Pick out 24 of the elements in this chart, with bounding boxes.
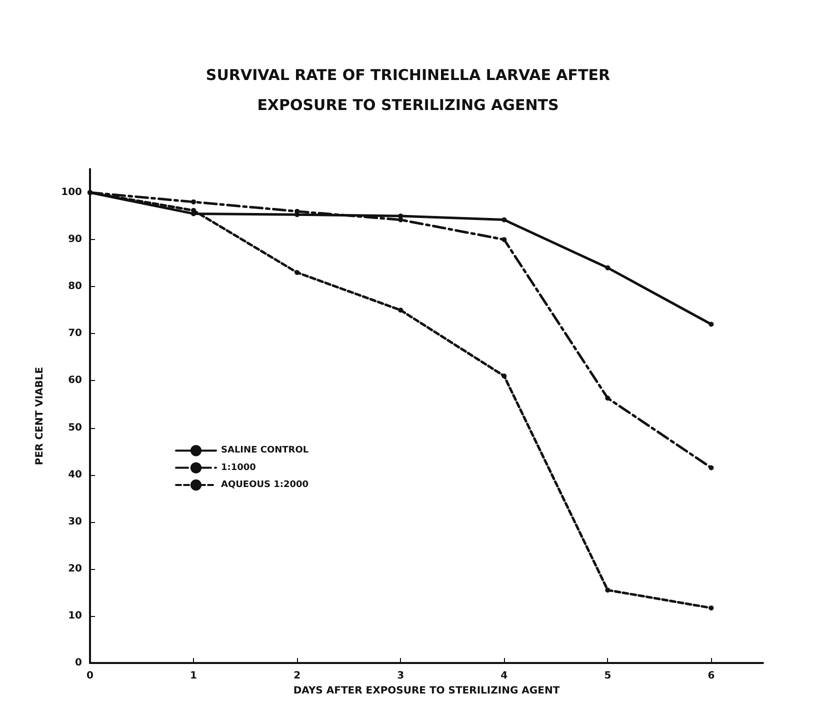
x-axis-title: DAYS AFTER EXPOSURE TO STERILIZING AGENT (293, 685, 560, 696)
y-tick-label: 0 (75, 658, 82, 668)
y-tick-label: 30 (68, 516, 82, 528)
x-tick-label: 3 (397, 670, 404, 682)
x-tick-label: 0 (86, 670, 94, 682)
y-tick-label: 70 (68, 328, 82, 340)
y-axis-title: PER CENT VIABLE (34, 366, 46, 466)
y-tick-label: 10 (68, 610, 82, 622)
x-tick-label: 4 (500, 670, 508, 682)
y-tick-label: 80 (68, 281, 82, 292)
y-tick-label: 90 (68, 234, 82, 246)
x-tick-label: 6 (708, 670, 715, 682)
y-tick-label: 40 (68, 469, 82, 480)
y-tick-label: 60 (68, 375, 82, 386)
legend-label: AQUEOUS 1:2000 (221, 480, 309, 490)
x-tick-label: 2 (294, 670, 301, 682)
y-tick-label: 100 (61, 187, 82, 198)
legend-label: 1:1000 (221, 462, 256, 473)
x-tick-label: 5 (604, 670, 612, 682)
x-tick-label: 1 (190, 670, 198, 682)
chart-title: SURVIVAL RATE OF TRICHINELLA LARVAE AFTER EXPOSURE TO STERILIZING AGENTS (206, 66, 611, 114)
y-tick-label: 50 (68, 422, 82, 434)
y-tick-label: 20 (68, 563, 82, 574)
legend-label: SALINE CONTROL (221, 446, 309, 456)
